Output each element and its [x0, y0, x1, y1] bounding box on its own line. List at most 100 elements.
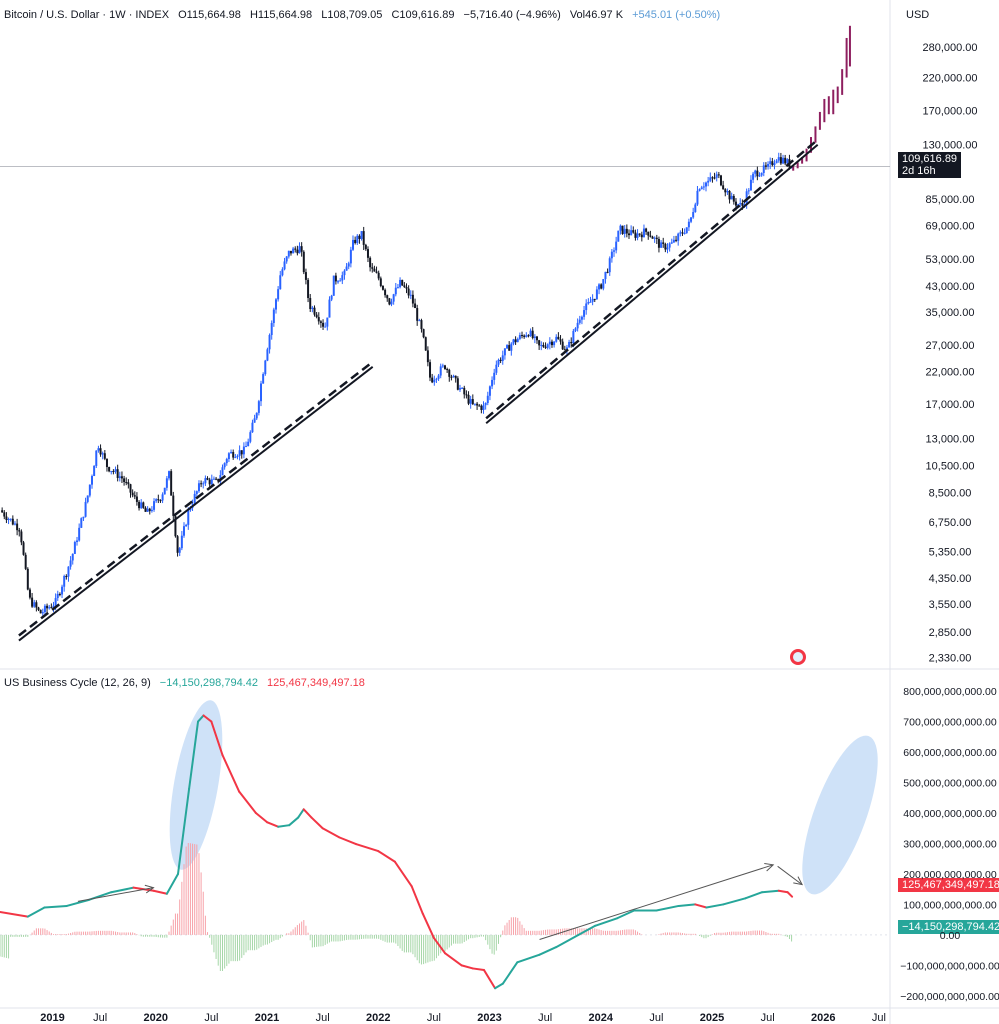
candle-body [762, 165, 765, 173]
candle-body [174, 515, 177, 537]
annotation-arrow [777, 865, 803, 886]
candle-body [7, 518, 10, 521]
cycle-line-segment [501, 961, 519, 985]
candle-body [99, 448, 102, 455]
candle-body [16, 523, 19, 531]
candle-body [283, 261, 286, 270]
candle-body [93, 465, 96, 477]
time-tick-label: 2019 [40, 1012, 64, 1024]
candle-body [311, 307, 314, 310]
candle-body [591, 298, 594, 302]
candle-body [632, 230, 635, 233]
candle-body [405, 286, 408, 289]
cycle-line-segment [197, 714, 205, 723]
candle-body [715, 174, 718, 178]
candle-body [71, 553, 74, 561]
candle-body [168, 471, 171, 479]
candle-body [88, 484, 91, 496]
candle-body [142, 502, 145, 508]
candle-body [247, 441, 250, 447]
indicator-name[interactable]: US Business Cycle (12, 26, 9) [4, 677, 151, 689]
candle-body [576, 322, 579, 329]
candle-body [298, 246, 301, 254]
candle-body [649, 235, 652, 237]
candle-body [200, 483, 203, 485]
candle-body [722, 185, 725, 190]
candle-body [274, 299, 277, 310]
candle-body [514, 339, 517, 343]
candle-body [407, 288, 410, 296]
time-tick-label: Jul [427, 1012, 441, 1024]
price-tick-label: 22,000.00 [926, 366, 975, 378]
candle-body [572, 330, 575, 344]
candle-body [651, 236, 654, 239]
candle-body [208, 479, 211, 485]
us-flag-icon-inner [793, 652, 803, 662]
candle-body [621, 225, 624, 234]
candle-body [285, 256, 288, 262]
candle-body [681, 232, 684, 234]
candle-body [640, 234, 643, 238]
candle-body [386, 295, 389, 299]
candle-body [465, 394, 468, 396]
candle-body [375, 271, 378, 273]
candle-body [698, 189, 701, 191]
candle-body [161, 494, 164, 501]
candle-body [148, 508, 151, 512]
symbol-title[interactable]: Bitcoin / U.S. Dollar · 1W · INDEX [4, 9, 170, 21]
candle-body [557, 336, 560, 340]
candle-body [324, 326, 327, 328]
candle-body [617, 230, 620, 242]
candle-body [356, 235, 359, 244]
time-tick-label: Jul [93, 1012, 107, 1024]
candle-body [583, 310, 586, 317]
candle-body [381, 285, 384, 290]
candle-body [334, 275, 337, 282]
candle-body [606, 271, 609, 273]
cycle-line-segment [338, 836, 357, 846]
candle-body [497, 359, 500, 365]
candle-body [512, 339, 515, 344]
candle-body [384, 289, 387, 296]
candle-body [245, 446, 248, 448]
candle-body [103, 453, 106, 459]
candle-body [653, 237, 656, 239]
candle-body [165, 478, 168, 488]
candle-body [388, 298, 391, 305]
candle-body [80, 518, 83, 528]
candle-body [518, 335, 521, 339]
candle-body [236, 455, 239, 458]
candle-body [394, 287, 397, 295]
candle-body [705, 182, 708, 187]
candle-body [326, 317, 329, 327]
candle-body [538, 340, 541, 346]
candle-body [65, 576, 68, 578]
candle-body [435, 378, 438, 380]
candle-body [118, 476, 121, 478]
candle-body [11, 518, 14, 525]
candle-body [777, 157, 780, 161]
candle-body [253, 418, 256, 423]
cycle-line-segment [221, 754, 241, 793]
candle-body [178, 548, 181, 553]
candle-body [315, 314, 318, 318]
indicator-tick-label: 400,000,000,000.00 [903, 808, 997, 820]
price-tick-label: 35,000.00 [926, 307, 975, 319]
candle-body [657, 239, 660, 248]
candle-body [739, 203, 742, 205]
candle-body [758, 175, 761, 177]
price-tick-label: 8,500.00 [929, 488, 972, 500]
candle-body [728, 190, 731, 200]
currency-label[interactable]: USD [906, 9, 930, 21]
candle-body [257, 401, 260, 413]
indicator-tick-label: −200,000,000,000.00 [900, 991, 999, 1003]
candle-body [97, 448, 100, 451]
candle-body [613, 250, 616, 252]
candle-body [135, 496, 138, 502]
candle-body [210, 479, 213, 485]
candle-body [392, 294, 395, 302]
candle-body [69, 560, 72, 567]
cycle-line-segment [555, 933, 580, 949]
candle-body [26, 568, 29, 590]
